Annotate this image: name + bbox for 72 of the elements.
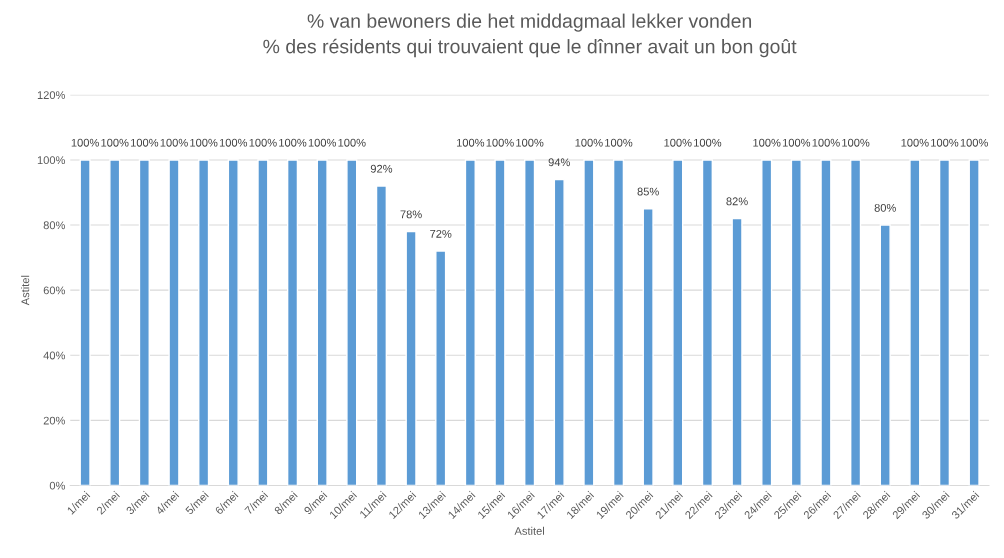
data-label: 100% — [308, 138, 336, 147]
bar — [286, 159, 299, 486]
data-label: 100% — [782, 138, 811, 147]
bar — [405, 230, 417, 486]
bar — [435, 250, 447, 486]
bar — [761, 159, 773, 486]
data-label: 100% — [279, 138, 307, 147]
bar — [790, 159, 802, 486]
bar — [701, 159, 713, 486]
bar — [642, 208, 654, 486]
bar — [198, 159, 210, 486]
bar — [494, 159, 506, 486]
bar — [553, 178, 565, 486]
x-axis-title: Astitel — [514, 526, 544, 535]
bar — [227, 159, 239, 486]
bar — [138, 159, 150, 486]
data-label: 100% — [575, 138, 603, 147]
y-tick-label: 20% — [43, 416, 66, 425]
bar — [938, 159, 951, 486]
data-label: 100% — [219, 138, 248, 147]
data-label: 72% — [430, 229, 452, 238]
bar — [583, 159, 595, 486]
y-tick-label: 0% — [49, 481, 66, 490]
bar — [820, 159, 832, 486]
data-label: 100% — [249, 138, 277, 147]
y-tick-label: 80% — [43, 221, 66, 230]
data-label: 78% — [400, 210, 422, 219]
data-label: 100% — [812, 138, 840, 147]
bar — [109, 159, 121, 486]
bar — [672, 159, 684, 486]
data-label: 82% — [726, 197, 748, 206]
y-axis-title: Astitel — [21, 275, 30, 306]
data-label: 100% — [842, 138, 870, 147]
y-tick-label: 100% — [37, 156, 66, 165]
chart-title: % van bewoners die het middagmaal lekker vonden % des résidents qui trouvaient que le dînner avait un bon goût — [263, 13, 797, 58]
data-label: 100% — [901, 138, 929, 147]
data-label: 80% — [874, 203, 896, 212]
data-label: 100% — [160, 138, 188, 147]
bar — [968, 159, 980, 486]
data-label: 100% — [456, 138, 485, 147]
data-label: 100% — [338, 138, 366, 147]
bar — [879, 224, 891, 486]
data-label: 100% — [71, 138, 99, 147]
bar — [612, 159, 625, 486]
bar — [909, 159, 921, 486]
bar — [375, 185, 388, 486]
bar — [257, 159, 269, 486]
data-label: 100% — [131, 138, 159, 147]
data-label: 100% — [101, 138, 129, 147]
data-label: 100% — [694, 138, 722, 147]
data-label: 100% — [190, 138, 218, 147]
y-tick-label: 60% — [43, 286, 66, 295]
bar — [731, 217, 743, 486]
bar — [346, 159, 358, 486]
data-label: 100% — [753, 138, 781, 147]
data-label: 100% — [486, 138, 514, 147]
bar — [168, 159, 180, 486]
data-label: 100% — [931, 138, 959, 147]
bar — [79, 159, 91, 486]
data-label: 100% — [516, 138, 544, 147]
bar — [464, 159, 476, 486]
data-label: 100% — [960, 138, 988, 147]
data-label: 100% — [664, 138, 692, 147]
data-label: 92% — [370, 164, 393, 173]
y-tick-label: 120% — [37, 91, 66, 99]
data-label: 100% — [605, 138, 633, 147]
data-label: 94% — [548, 158, 570, 167]
bar — [316, 159, 328, 486]
y-tick-label: 40% — [43, 351, 66, 360]
bar — [850, 159, 862, 486]
data-label: 85% — [637, 187, 659, 196]
bar — [524, 159, 536, 486]
